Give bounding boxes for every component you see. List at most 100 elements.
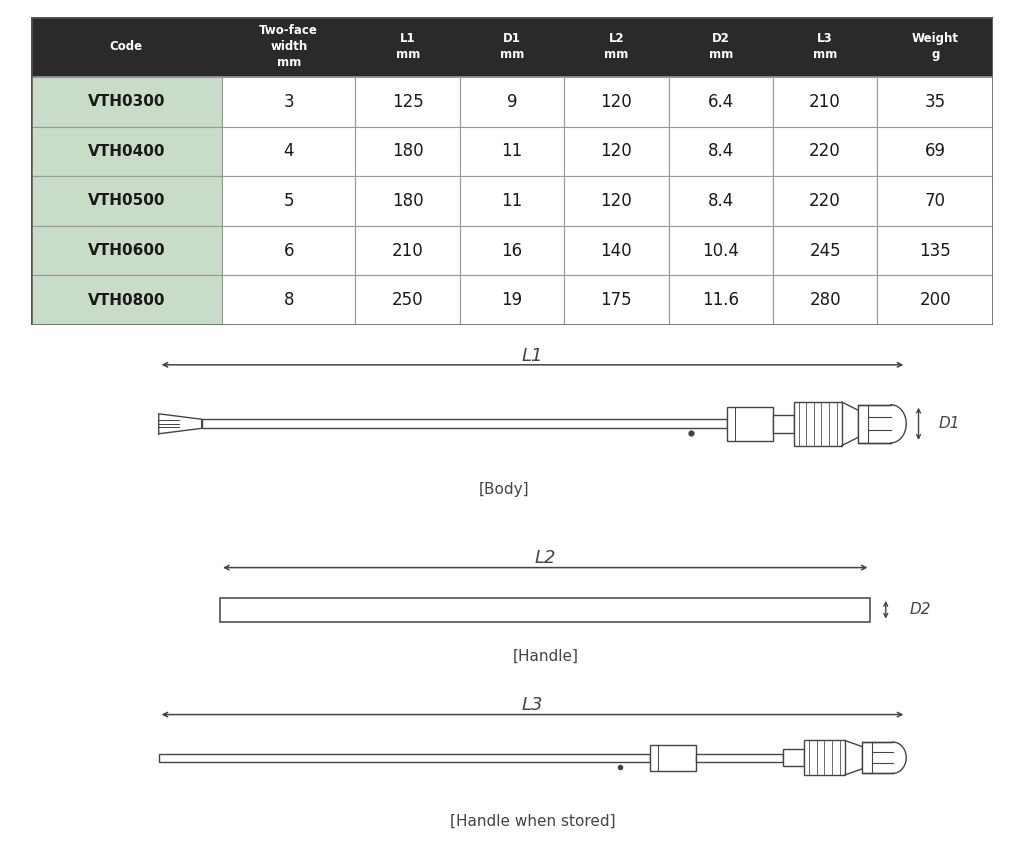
Bar [564,176,669,225]
Bar [159,754,650,762]
Bar [31,17,993,77]
Text: 8.4: 8.4 [708,192,734,210]
Text: VTH0600: VTH0600 [88,243,165,258]
Text: VTH0800: VTH0800 [88,293,165,308]
Bar [669,77,773,127]
Bar [355,275,460,325]
Text: 180: 180 [392,192,424,210]
Bar [669,127,773,176]
Bar [773,176,878,225]
Text: 16: 16 [502,241,522,260]
Text: 140: 140 [600,241,632,260]
Text: 180: 180 [392,143,424,160]
Bar [460,225,564,275]
Text: VTH0300: VTH0300 [88,95,165,109]
Bar [222,225,355,275]
Bar [804,740,845,775]
Bar [773,414,794,433]
Text: 6: 6 [284,241,294,260]
Text: L3
mm: L3 mm [813,32,838,62]
Text: 11.6: 11.6 [702,291,739,309]
Bar [878,127,993,176]
Text: [Handle when stored]: [Handle when stored] [450,814,615,829]
Bar [460,275,564,325]
Text: 3: 3 [284,93,294,111]
Text: 120: 120 [600,93,632,111]
Bar [773,127,878,176]
Text: L1: L1 [522,347,543,365]
Bar [355,127,460,176]
Text: D1
mm: D1 mm [500,32,524,62]
Bar [858,405,891,443]
Text: 70: 70 [925,192,946,210]
Text: 220: 220 [809,143,841,160]
Polygon shape [891,405,906,443]
Text: 8: 8 [284,291,294,309]
Bar [564,275,669,325]
Bar [564,225,669,275]
Bar [355,225,460,275]
Bar [650,744,696,771]
Bar [355,176,460,225]
Text: L2
mm: L2 mm [604,32,629,62]
Text: 4: 4 [284,143,294,160]
Text: 8.4: 8.4 [708,143,734,160]
Bar [222,77,355,127]
Text: 210: 210 [392,241,424,260]
Text: L3: L3 [522,696,543,714]
Text: 175: 175 [600,291,632,309]
Text: 280: 280 [809,291,841,309]
Text: [Body]: [Body] [479,482,529,497]
Text: D2
mm: D2 mm [709,32,733,62]
Text: 220: 220 [809,192,841,210]
Bar [31,225,222,275]
Bar [220,598,870,621]
Text: 11: 11 [502,192,522,210]
Bar [222,176,355,225]
Bar [862,742,893,773]
Text: 125: 125 [392,93,424,111]
Bar [222,275,355,325]
Text: 69: 69 [925,143,946,160]
Text: 5: 5 [284,192,294,210]
Bar [669,176,773,225]
Polygon shape [893,742,906,773]
Text: D2: D2 [909,603,931,617]
Text: L1
mm: L1 mm [395,32,420,62]
Text: 250: 250 [392,291,424,309]
Bar [878,275,993,325]
Bar [460,127,564,176]
Text: L2: L2 [535,549,556,567]
Text: VTH0500: VTH0500 [88,193,165,208]
Bar [355,77,460,127]
Bar [564,127,669,176]
Bar [31,275,222,325]
Text: 10.4: 10.4 [702,241,739,260]
Text: 11: 11 [502,143,522,160]
Text: 245: 245 [809,241,841,260]
Bar [773,77,878,127]
Text: 6.4: 6.4 [708,93,734,111]
Bar [460,176,564,225]
Bar [460,77,564,127]
Text: Weight
g: Weight g [911,32,958,62]
Text: VTH0400: VTH0400 [88,143,165,159]
Text: 210: 210 [809,93,841,111]
Text: D1: D1 [939,416,961,431]
Bar [878,77,993,127]
Text: 9: 9 [507,93,517,111]
Bar [202,419,727,429]
Bar [773,275,878,325]
Bar [696,754,783,762]
Text: Two-face
width
mm: Two-face width mm [259,24,318,69]
Text: 35: 35 [925,93,946,111]
Text: 120: 120 [600,192,632,210]
Text: 120: 120 [600,143,632,160]
Bar [783,749,804,766]
Bar [222,127,355,176]
Bar [727,407,773,441]
Bar [878,225,993,275]
Bar [669,225,773,275]
Bar [794,402,842,446]
Bar [31,127,222,176]
